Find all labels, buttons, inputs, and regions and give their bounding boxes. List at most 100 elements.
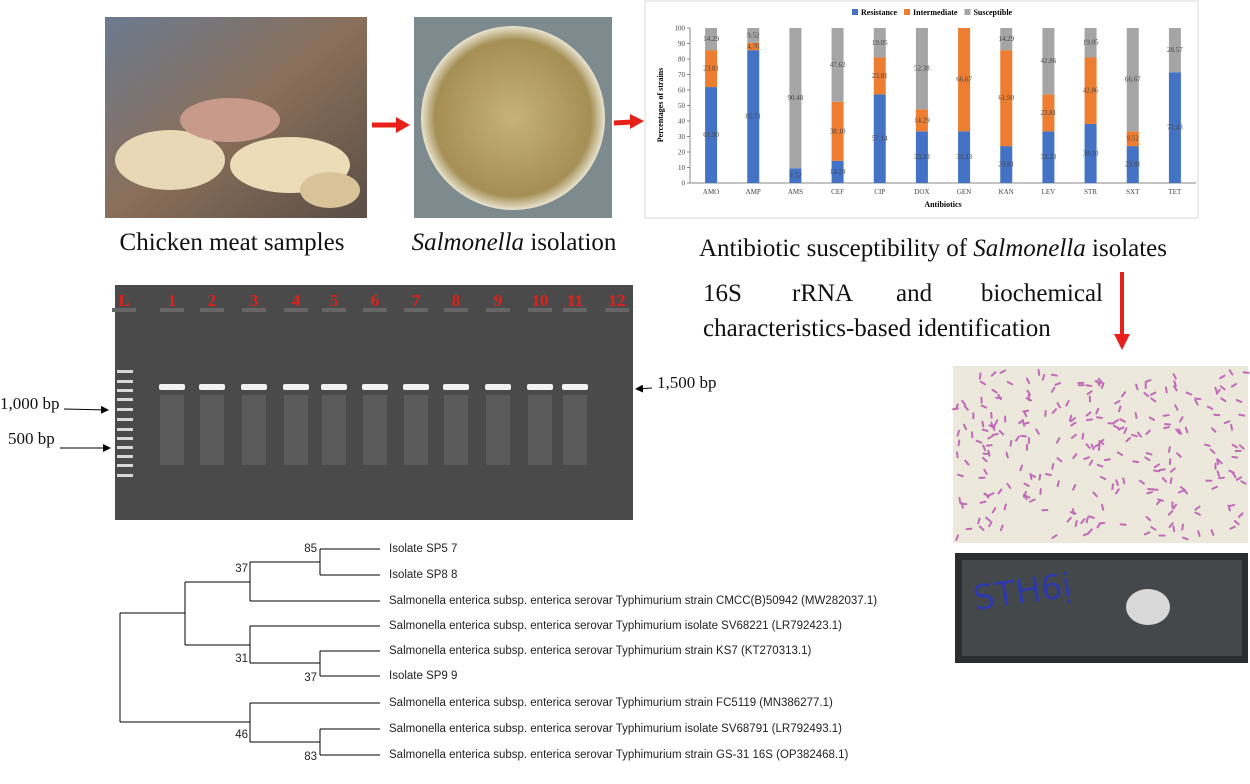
cell [1179,486,1186,492]
marker-arrow [63,405,109,414]
cell [1223,420,1231,425]
cell [982,444,987,452]
cell [990,371,997,377]
cell [1095,416,1103,419]
cell [1228,369,1234,376]
lane-smear [242,395,266,465]
leaf-label: Isolate SP9 9 [389,670,457,682]
y-tick-label: 10 [678,164,686,172]
legend-label: Intermediate [913,8,958,17]
cell [1145,515,1152,522]
cell [1238,413,1246,417]
chart: 0 10 20 30 40 50 60 70 80 90 100 Percentages of str… [656,8,1196,209]
cell [1164,386,1168,394]
value-label: 38.10 [1083,149,1099,157]
cell [1086,390,1093,396]
cell [1181,536,1189,541]
cell [1194,399,1199,406]
cell [1023,494,1031,499]
cell [990,421,994,429]
cell [1158,468,1166,471]
well [563,308,587,312]
cell [1098,521,1106,525]
cell [987,434,994,440]
bar-segment [1126,146,1139,183]
bar-segment [1000,146,1013,183]
cell [980,404,988,409]
cell [978,525,985,531]
word: biochemical [981,280,1103,307]
cell [1233,519,1240,526]
cell [985,516,991,522]
lane-label: 7 [412,291,421,310]
bar-segment [831,160,844,183]
lane-smear [444,395,468,465]
band [159,384,185,390]
tree-labels: Isolate SP5 7 Isolate SP8 8 Salmonella ent… [235,543,877,763]
cell [1230,383,1238,388]
y-tick-label: 90 [678,40,686,48]
cell [1023,410,1028,418]
cell [957,439,961,447]
caption: Chicken meat samples [120,229,345,256]
cell [1066,516,1072,523]
cell [1039,488,1042,496]
x-tick-label: DOX [914,188,929,196]
ladder-band [117,428,133,431]
y-tick-label: 50 [678,102,686,110]
lane-smear [363,395,387,465]
cell [1111,483,1114,491]
cell [1080,518,1086,524]
cell [1237,512,1244,518]
y-tick-label: 40 [678,118,686,126]
band [199,384,225,390]
cell [1214,386,1218,394]
cell [1215,388,1221,395]
bar-segment [1168,28,1181,73]
leaf-label: Salmonella enterica subsp. enterica sero… [389,620,842,632]
cell [1219,385,1226,391]
cell [1132,460,1140,464]
cell [1163,426,1171,430]
value-label: 9.52 [747,31,760,39]
cell [1099,475,1107,481]
cell [1197,530,1201,537]
cell [991,388,998,394]
band [485,384,511,390]
cell [1056,457,1063,463]
cell [1149,391,1157,396]
ladder-band [117,418,133,421]
cell [1228,469,1235,474]
bar-segment [789,168,802,183]
arrow-head [630,114,644,129]
lane-smear [404,395,428,465]
value-label: 71.43 [1167,124,1183,132]
value-label: 66.67 [956,76,972,84]
cell [956,451,959,459]
cell [1167,446,1171,454]
y-tick-label: 100 [675,25,686,33]
cell [1153,469,1161,473]
legend-swatch [852,9,858,15]
leaf-label: Salmonella enterica subsp. enterica sero… [389,697,833,709]
cell [975,439,983,444]
cell [979,380,986,386]
cell [997,488,1003,495]
bar-segment [873,57,886,95]
cell [1184,426,1189,434]
cell [999,524,1004,532]
gel-lanes: L 1 2 3 4 5 6 7 8 9 10 11 12 [112,291,629,477]
cell [1185,391,1193,396]
legend-label: Susceptible [973,8,1012,17]
cell [1081,432,1085,440]
cell [998,429,1005,436]
cell [1023,482,1030,487]
ladder-band [117,398,133,401]
cell [1172,525,1176,533]
agglutination [1126,589,1170,625]
lane-label: 4 [292,291,301,310]
cell [1005,451,1009,459]
cell [1167,510,1174,516]
cell [1070,421,1077,427]
x-axis-label: Antibiotics [924,200,961,209]
